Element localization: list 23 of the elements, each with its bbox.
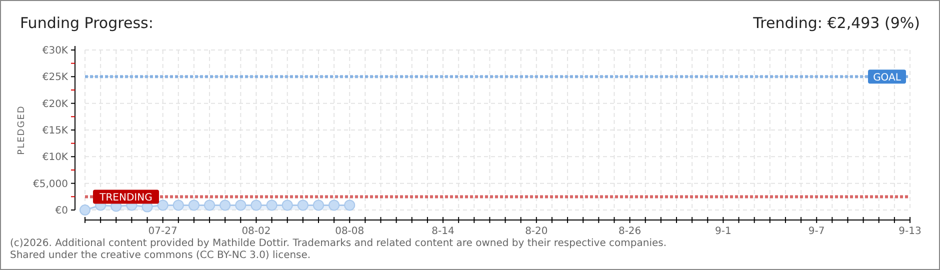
ref-line-label: TRENDING bbox=[98, 192, 152, 204]
text: (c)2026. Additional content provided by Mathilde Dottir. Trademarks and related content are owned by their respective companies. bbox=[10, 238, 667, 249]
x-tick-label: 08-02 bbox=[242, 226, 271, 237]
ref-line-label: GOAL bbox=[873, 72, 902, 84]
y-tick-label: €10K bbox=[42, 152, 68, 164]
y-tick-label: €0 bbox=[55, 206, 68, 216]
x-tick-label: 8-26 bbox=[618, 226, 642, 237]
text: Shared under the creative commons (CC BY-NC 3.0) license. bbox=[10, 250, 311, 261]
x-tick-label: 07-27 bbox=[148, 226, 178, 237]
x-tick-label: 9-7 bbox=[808, 226, 825, 237]
x-tick-label: 8-20 bbox=[525, 226, 548, 237]
chart-subtitle: Trending: €2,493 (9%) bbox=[752, 14, 920, 32]
y-axis-title: PLEDGED bbox=[17, 105, 27, 155]
x-tick-label: 08-08 bbox=[335, 226, 364, 237]
y-tick-label: €20K bbox=[42, 98, 68, 110]
y-tick-label: €25K bbox=[42, 72, 68, 84]
y-tick-label: €15K bbox=[42, 126, 68, 136]
y-tick-label: €30K bbox=[42, 46, 68, 56]
x-tick-label: 8-14 bbox=[432, 226, 454, 237]
x-tick-label: 9-13 bbox=[898, 226, 922, 237]
x-tick-label: 9-1 bbox=[715, 226, 732, 237]
y-tick-label: €5,000 bbox=[33, 178, 68, 190]
chart-title: Funding Progress: bbox=[20, 14, 154, 32]
